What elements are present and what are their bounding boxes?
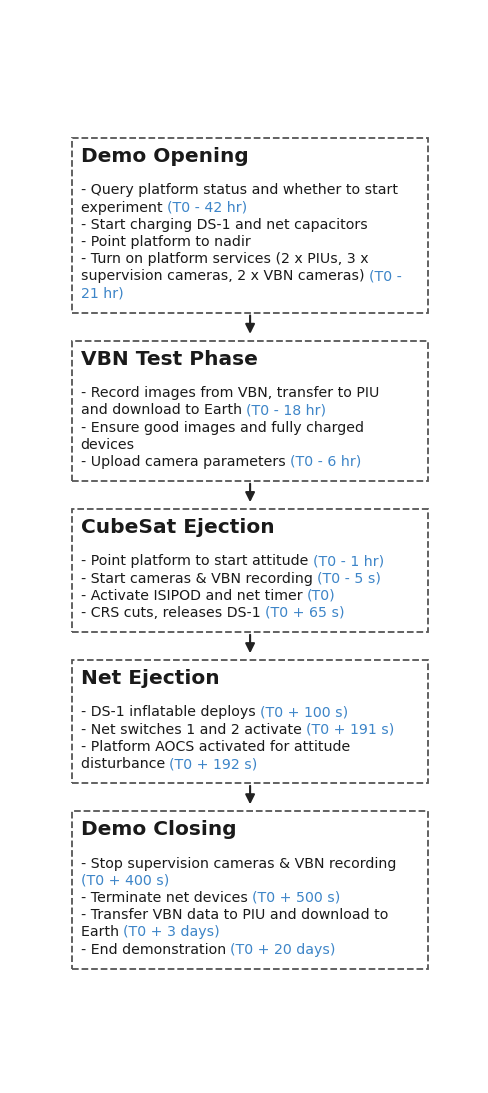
- Text: and download to Earth: and download to Earth: [81, 403, 246, 418]
- Text: - CRS cuts, releases DS-1: - CRS cuts, releases DS-1: [81, 606, 265, 620]
- Text: - Query platform status and whether to start: - Query platform status and whether to s…: [81, 184, 398, 198]
- Text: - Activate ISIPOD and net timer: - Activate ISIPOD and net timer: [81, 589, 307, 602]
- Text: - Stop supervision cameras & VBN recording: - Stop supervision cameras & VBN recordi…: [81, 857, 396, 870]
- Text: (T0 - 6 hr): (T0 - 6 hr): [290, 455, 361, 469]
- Text: (T0 - 42 hr): (T0 - 42 hr): [167, 201, 247, 214]
- Text: - Start charging DS-1 and net capacitors: - Start charging DS-1 and net capacitors: [81, 218, 367, 232]
- Text: devices: devices: [81, 437, 135, 451]
- Text: - Start cameras & VBN recording: - Start cameras & VBN recording: [81, 572, 317, 586]
- Text: (T0 - 1 hr): (T0 - 1 hr): [312, 554, 384, 568]
- Text: - Point platform to nadir: - Point platform to nadir: [81, 235, 250, 249]
- FancyBboxPatch shape: [72, 660, 428, 783]
- Text: (T0 + 191 s): (T0 + 191 s): [306, 722, 394, 737]
- Text: (T0 + 400 s): (T0 + 400 s): [81, 873, 169, 888]
- Text: (T0 - 18 hr): (T0 - 18 hr): [246, 403, 326, 418]
- Text: (T0 + 192 s): (T0 + 192 s): [169, 757, 258, 771]
- Text: supervision cameras, 2 x VBN cameras): supervision cameras, 2 x VBN cameras): [81, 270, 368, 283]
- Text: Net Ejection: Net Ejection: [81, 669, 219, 689]
- Text: Earth: Earth: [81, 926, 123, 939]
- Text: (T0 -: (T0 -: [368, 270, 402, 283]
- Text: (T0 + 20 days): (T0 + 20 days): [230, 942, 336, 956]
- Text: - Net switches 1 and 2 activate: - Net switches 1 and 2 activate: [81, 722, 306, 737]
- FancyBboxPatch shape: [72, 811, 428, 968]
- Text: disturbance: disturbance: [81, 757, 169, 771]
- Text: (T0 + 65 s): (T0 + 65 s): [265, 606, 345, 620]
- Text: - Transfer VBN data to PIU and download to: - Transfer VBN data to PIU and download …: [81, 908, 388, 922]
- Text: (T0 + 3 days): (T0 + 3 days): [123, 926, 220, 939]
- Text: Demo Closing: Demo Closing: [81, 820, 236, 839]
- Text: (T0 + 100 s): (T0 + 100 s): [260, 705, 348, 719]
- Text: experiment: experiment: [81, 201, 167, 214]
- Text: 21 hr): 21 hr): [81, 286, 123, 301]
- Text: (T0 + 500 s): (T0 + 500 s): [252, 891, 340, 905]
- Text: - Turn on platform services (2 x PIUs, 3 x: - Turn on platform services (2 x PIUs, 3…: [81, 252, 368, 267]
- Text: - Platform AOCS activated for attitude: - Platform AOCS activated for attitude: [81, 740, 350, 754]
- Text: - Upload camera parameters: - Upload camera parameters: [81, 455, 290, 469]
- Text: - Record images from VBN, transfer to PIU: - Record images from VBN, transfer to PI…: [81, 386, 379, 400]
- FancyBboxPatch shape: [72, 138, 428, 313]
- Text: (T0): (T0): [307, 589, 335, 602]
- Text: - End demonstration: - End demonstration: [81, 942, 230, 956]
- FancyBboxPatch shape: [72, 509, 428, 632]
- FancyBboxPatch shape: [72, 341, 428, 481]
- Text: CubeSat Ejection: CubeSat Ejection: [81, 518, 274, 537]
- Text: - Terminate net devices: - Terminate net devices: [81, 891, 252, 905]
- Text: - Point platform to start attitude: - Point platform to start attitude: [81, 554, 312, 568]
- Text: (T0 - 5 s): (T0 - 5 s): [317, 572, 381, 586]
- Text: Demo Opening: Demo Opening: [81, 148, 248, 166]
- Text: VBN Test Phase: VBN Test Phase: [81, 350, 258, 368]
- Text: - Ensure good images and fully charged: - Ensure good images and fully charged: [81, 421, 364, 435]
- Text: - DS-1 inflatable deploys: - DS-1 inflatable deploys: [81, 705, 260, 719]
